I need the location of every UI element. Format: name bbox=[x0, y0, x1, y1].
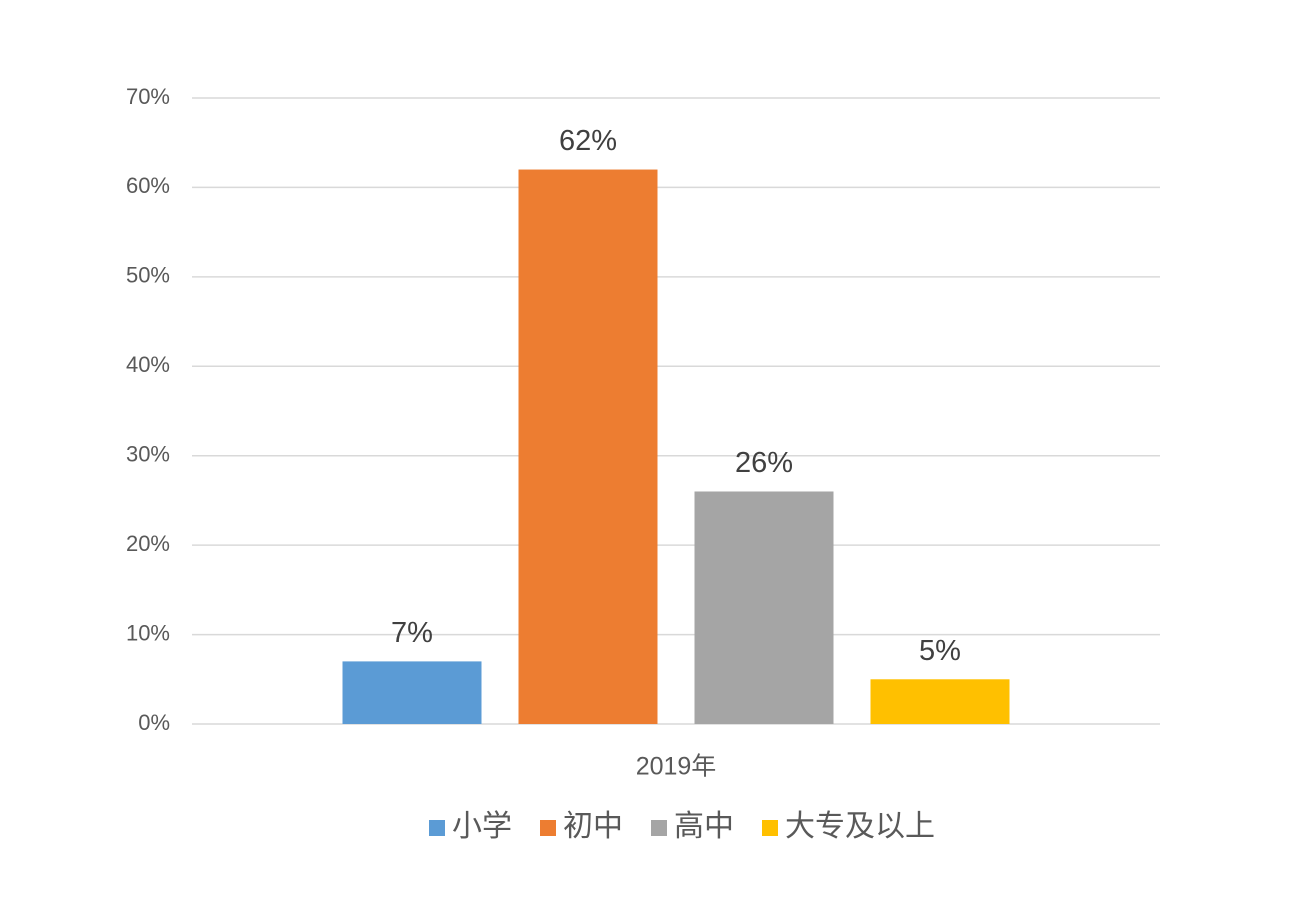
legend-swatch bbox=[429, 820, 445, 836]
y-tick-label: 60% bbox=[126, 173, 170, 198]
data-label: 5% bbox=[919, 635, 961, 667]
legend-label: 初中 bbox=[563, 810, 623, 843]
legend-label: 小学 bbox=[452, 810, 512, 843]
y-tick-label: 70% bbox=[126, 84, 170, 109]
bar bbox=[342, 661, 482, 724]
y-tick-label: 20% bbox=[126, 531, 170, 556]
legend-label: 高中 bbox=[674, 810, 734, 843]
data-label: 62% bbox=[559, 125, 617, 157]
legend-swatch bbox=[762, 820, 778, 836]
legend-swatch bbox=[651, 820, 667, 836]
y-tick-label: 30% bbox=[126, 442, 170, 467]
data-label: 26% bbox=[735, 447, 793, 479]
legend-swatch bbox=[540, 820, 556, 836]
bar bbox=[518, 169, 658, 725]
y-tick-label: 40% bbox=[126, 352, 170, 377]
legend-label: 大专及以上 bbox=[785, 810, 935, 843]
x-tick-label: 2019年 bbox=[636, 753, 717, 781]
data-label: 7% bbox=[391, 617, 433, 649]
y-tick-label: 10% bbox=[126, 620, 170, 645]
y-tick-label: 50% bbox=[126, 263, 170, 288]
bar bbox=[870, 679, 1010, 724]
bar bbox=[694, 491, 834, 724]
y-tick-label: 0% bbox=[138, 710, 170, 735]
